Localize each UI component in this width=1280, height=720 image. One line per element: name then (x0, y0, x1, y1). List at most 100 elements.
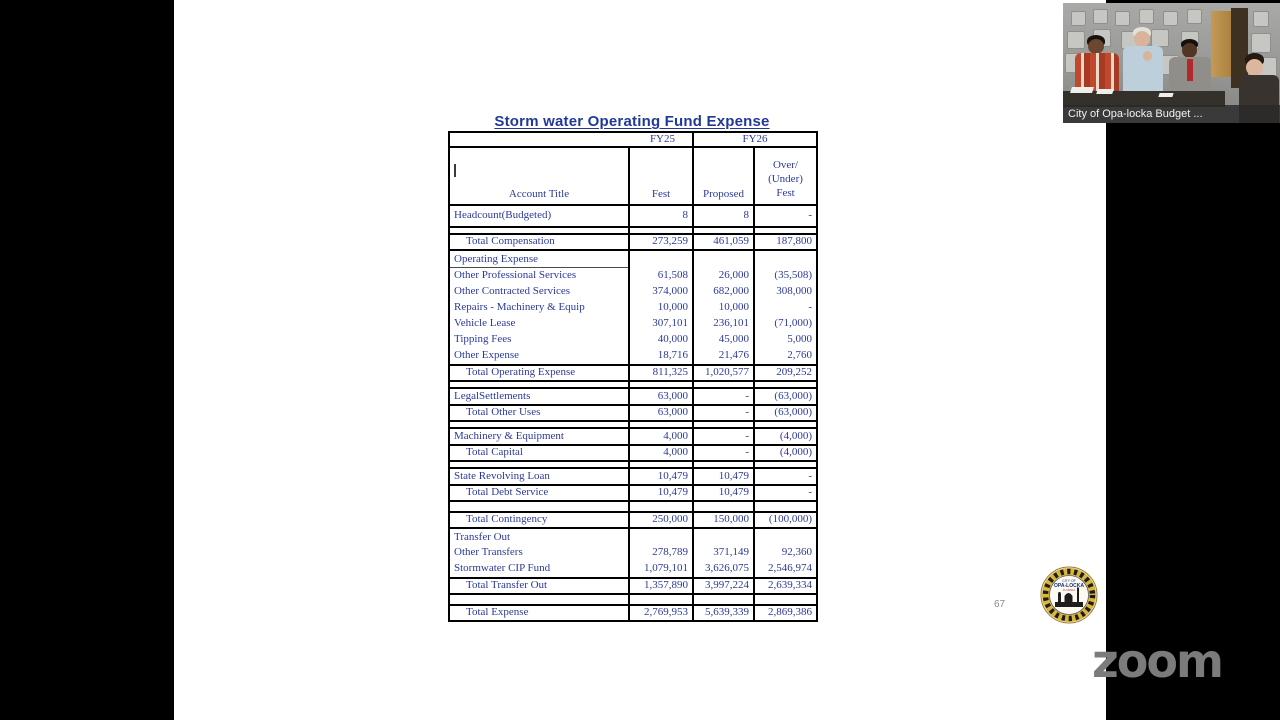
chair-icon (1067, 31, 1085, 49)
fy26-column-group-label: FY26 (692, 132, 818, 148)
row-value: 1,357,890 (628, 576, 694, 595)
fest-header: Fest (628, 146, 694, 206)
dark-pillar (1231, 8, 1248, 88)
row-value: 308,000 (753, 283, 818, 300)
column-header-row: Account Title Fest Proposed Over/ (Under… (448, 146, 818, 206)
table-row: Total Other Uses 63,000- (63,000) (448, 403, 818, 422)
svg-text:FLORIDA: FLORIDA (1063, 588, 1075, 592)
table-row (448, 460, 818, 468)
row-value: 5,639,339 (692, 603, 755, 622)
row-label (448, 380, 630, 388)
papers (1158, 93, 1174, 97)
row-value: 811,325 (628, 363, 694, 382)
row-value: 4,000 (628, 443, 694, 462)
row-value: 10,000 (692, 299, 755, 316)
row-value: 26,000 (692, 267, 755, 284)
row-value: 2,769,953 (628, 603, 694, 622)
chair-icon (1163, 11, 1178, 26)
row-label (448, 500, 630, 512)
row-label: Total Transfer Out (448, 576, 630, 595)
chair-icon (1187, 9, 1202, 24)
presentation-slide: Storm water Operating Fund Expense FY25 … (174, 0, 1106, 720)
row-value: 2,639,334 (753, 576, 818, 595)
proposed-header: Proposed (692, 146, 755, 206)
person-head (1088, 39, 1104, 54)
row-value: 40,000 (628, 331, 694, 348)
row-label: Total Operating Expense (448, 363, 630, 382)
person-head (1246, 59, 1263, 76)
row-value: (35,508) (753, 267, 818, 284)
row-value (692, 248, 755, 268)
row-value: (63,000) (753, 403, 818, 422)
person-head (1134, 31, 1150, 47)
conference-table (1063, 91, 1225, 107)
row-value: 2,760 (753, 347, 818, 365)
row-value: 1,079,101 (628, 560, 694, 578)
table-row: State Revolving Loan 10,479 10,479- (448, 466, 818, 485)
text-cursor-artifact (454, 163, 456, 177)
row-value: 209,252 (753, 363, 818, 382)
table-row: Tipping Fees 40,000 45,000 5,000 (448, 331, 818, 348)
row-value: 45,000 (692, 331, 755, 348)
row-value: - (753, 483, 818, 502)
row-label: Other Professional Services (448, 267, 630, 284)
over-under-header: Over/ (Under) Fest (753, 146, 818, 206)
row-value: 8 (628, 203, 694, 228)
chair-icon (1115, 11, 1130, 26)
chair-icon (1139, 9, 1154, 24)
row-value (628, 248, 694, 268)
speaker-video-thumbnail[interactable]: City of Opa-locka Budget ... (1063, 3, 1280, 123)
row-value: - (692, 403, 755, 422)
table-row (448, 226, 818, 234)
row-value: 61,508 (628, 267, 694, 284)
svg-text:CITY OF: CITY OF (1062, 579, 1075, 583)
person-plaid-shirt (1075, 53, 1119, 95)
row-value (753, 460, 818, 468)
row-value: - (692, 386, 755, 405)
row-value: (4,000) (753, 426, 818, 445)
row-value (692, 420, 755, 428)
table-row: Other Professional Services 61,508 26,000(… (448, 267, 818, 284)
row-value: 371,149 (692, 544, 755, 561)
row-label: Total Contingency (448, 510, 630, 529)
table-row: Total Debt Service 10,479 10,479- (448, 483, 818, 502)
row-value (753, 500, 818, 512)
row-label: Total Compensation (448, 232, 630, 251)
table-row: Other Expense 18,716 21,476 2,760 (448, 347, 818, 365)
row-value (692, 593, 755, 605)
row-label (448, 420, 630, 428)
row-value: 2,869,386 (753, 603, 818, 622)
row-value: 5,000 (753, 331, 818, 348)
table-row (448, 500, 818, 512)
row-value: 307,101 (628, 315, 694, 332)
row-value: 10,479 (692, 466, 755, 485)
row-label: Repairs - Machinery & Equip (448, 299, 630, 316)
row-value (753, 226, 818, 234)
row-label: Tipping Fees (448, 331, 630, 348)
row-label: Machinery & Equipment (448, 426, 630, 445)
row-label (448, 593, 630, 605)
fy25-column-group-label: FY25 (448, 132, 694, 148)
row-label: Total Debt Service (448, 483, 630, 502)
row-value (753, 526, 818, 545)
row-label (448, 226, 630, 234)
row-value: 92,360 (753, 544, 818, 561)
table-row (448, 593, 818, 605)
svg-text:OPA-LOCKA: OPA-LOCKA (1054, 583, 1084, 589)
row-label: Total Other Uses (448, 403, 630, 422)
video-caption: City of Opa-locka Budget ... (1063, 105, 1280, 123)
table-row: Operating Expense (448, 248, 818, 268)
row-value: 273,259 (628, 232, 694, 251)
chair-icon (1253, 11, 1269, 27)
row-value (628, 380, 694, 388)
row-label: Transfer Out (448, 526, 630, 545)
row-value: 8 (692, 203, 755, 228)
row-label: Total Expense (448, 603, 630, 622)
chair-icon (1093, 9, 1108, 24)
row-value: 18,716 (628, 347, 694, 365)
row-value: 236,101 (692, 315, 755, 332)
row-value: 461,059 (692, 232, 755, 251)
table-row: Total Expense 2,769,953 5,639,339 2,869,386 (448, 603, 818, 622)
row-label: Operating Expense (448, 248, 630, 268)
